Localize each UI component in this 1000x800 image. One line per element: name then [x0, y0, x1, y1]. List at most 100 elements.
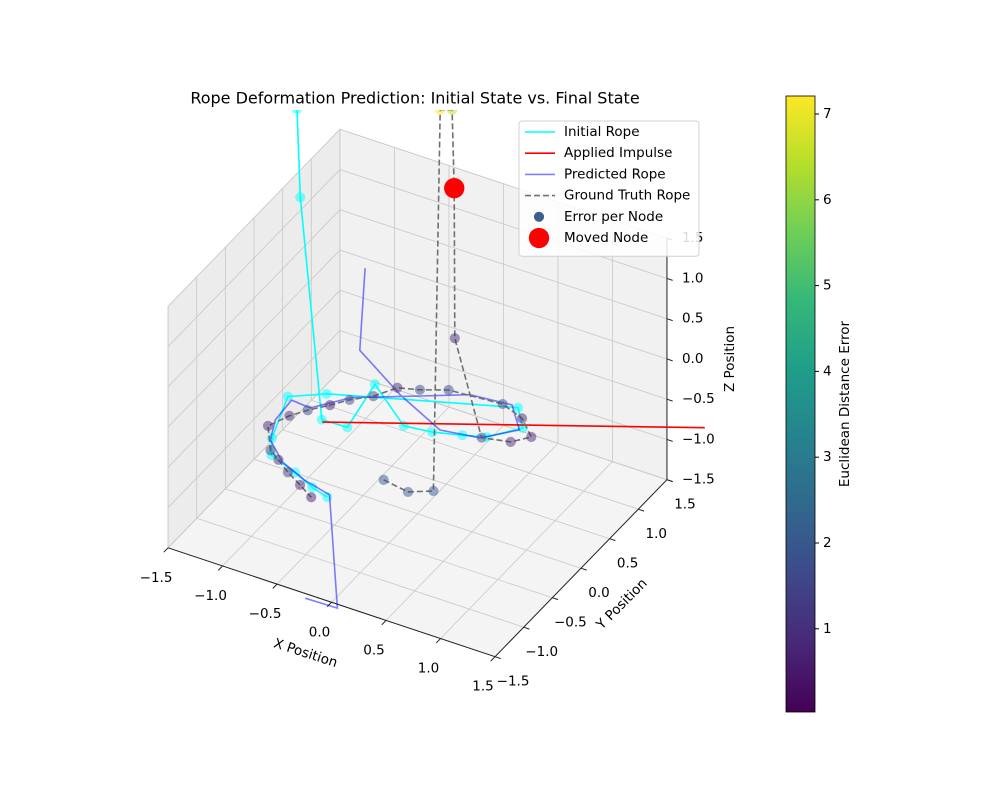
- x-tick: [163, 547, 169, 553]
- y-tick: [552, 597, 559, 601]
- y-tick: [609, 538, 616, 542]
- node-marker: [294, 479, 306, 491]
- y-tick-label: 0.5: [617, 556, 638, 572]
- colorbar-tick-label: 1: [823, 621, 832, 637]
- z-tick-label: 1.0: [682, 270, 703, 286]
- colorbar-label: Euclidean Distance Error: [837, 320, 853, 487]
- y-tick-label: −0.5: [554, 615, 587, 631]
- node-marker: [447, 110, 458, 116]
- grid-line: [167, 290, 341, 468]
- z-tick: [666, 479, 673, 483]
- node-marker: [516, 413, 528, 424]
- rope-node: [292, 110, 302, 115]
- grid-line: [339, 289, 668, 400]
- y-tick: [580, 567, 587, 571]
- x-tick: [435, 638, 441, 644]
- grid-line: [339, 209, 668, 320]
- legend-swatch: [533, 211, 545, 222]
- rope-node: [307, 482, 318, 493]
- node-marker: [497, 398, 508, 410]
- rope-line: [322, 421, 705, 429]
- x-tick-label: 1.5: [472, 679, 493, 695]
- x-tick: [272, 583, 278, 589]
- node-marker: [526, 431, 537, 443]
- x-tick-label: 1.0: [418, 661, 439, 677]
- node-marker: [324, 400, 336, 411]
- colorbar-tick-label: 6: [823, 192, 832, 208]
- y-tick: [494, 656, 501, 660]
- grid-line: [339, 169, 668, 279]
- node-marker: [449, 333, 460, 344]
- z-tick: [666, 438, 673, 442]
- x-tick-label: −1.5: [140, 570, 173, 586]
- grid-line: [167, 330, 341, 508]
- colorbar-scale: [785, 95, 816, 713]
- x-tick-label: 0.0: [309, 624, 330, 640]
- legend-label: Error per Node: [564, 209, 663, 225]
- z-tick-label: −1.5: [682, 472, 715, 488]
- grid-line: [196, 517, 524, 628]
- grid-line: [167, 249, 341, 428]
- node-marker: [443, 384, 454, 396]
- y-tick-label: −1.5: [497, 674, 530, 690]
- grid-line: [225, 488, 553, 599]
- node-marker: [282, 467, 293, 478]
- z-tick: [666, 358, 673, 362]
- chart-title: Rope Deformation Prediction: Initial Sta…: [190, 89, 639, 108]
- node-marker: [378, 474, 389, 485]
- node-marker: [444, 177, 465, 199]
- rope-node: [398, 420, 409, 431]
- x-tick-label: −1.0: [194, 588, 227, 604]
- rope-node: [513, 402, 524, 413]
- colorbar: 1 2 3 4 5 6 7 Euclidean Distance Error: [785, 95, 853, 713]
- y-tick-label: 1.5: [674, 497, 695, 513]
- rope-node: [342, 422, 353, 433]
- legend-box: [518, 120, 700, 257]
- node-marker: [306, 492, 317, 503]
- node-marker: [284, 410, 295, 421]
- x-axis-label: X Position: [272, 635, 340, 671]
- colorbar-tick-label: 5: [823, 278, 832, 294]
- rope-node: [321, 388, 332, 399]
- y-tick-label: −1.0: [525, 644, 558, 660]
- legend: Initial Rope Applied Impulse Predicted Rop…: [518, 120, 700, 257]
- legend-label: Moved Node: [564, 230, 648, 246]
- grid-line: [339, 249, 668, 360]
- y-tick: [638, 508, 645, 512]
- node-marker: [476, 432, 487, 443]
- data-layer: [262, 110, 705, 610]
- node-marker: [344, 394, 355, 406]
- z-tick-label: 0.5: [682, 311, 703, 327]
- y-tick-label: 1.0: [646, 526, 667, 542]
- node-marker: [392, 382, 403, 393]
- grid-line: [253, 458, 582, 569]
- node-marker: [262, 420, 274, 431]
- rope-node: [295, 192, 306, 203]
- grid-line: [167, 370, 341, 549]
- rope-node: [282, 391, 293, 402]
- node-marker: [505, 436, 516, 447]
- grid-line: [167, 209, 341, 388]
- legend-label: Applied Impulse: [564, 145, 672, 161]
- grid-line: [339, 330, 668, 440]
- x-tick-label: −0.5: [249, 606, 282, 622]
- x-tick-label: 0.5: [363, 642, 384, 658]
- colorbar-tick-label: 2: [823, 535, 832, 551]
- x-tick: [490, 656, 496, 662]
- colorbar-tick-label: 3: [823, 449, 832, 465]
- z-axis-label: Z Position: [722, 326, 738, 392]
- legend-swatch: [528, 227, 550, 249]
- z-tick: [666, 277, 673, 281]
- grid: [167, 128, 668, 658]
- legend-label: Initial Rope: [564, 124, 640, 140]
- x-tick: [217, 565, 223, 571]
- node-marker: [273, 454, 284, 465]
- z-tick: [666, 398, 673, 402]
- node-marker: [265, 445, 276, 456]
- colorbar-tick-label: 4: [823, 363, 832, 379]
- node-marker: [435, 110, 446, 116]
- node-marker: [368, 391, 379, 402]
- grid-line: [167, 169, 341, 347]
